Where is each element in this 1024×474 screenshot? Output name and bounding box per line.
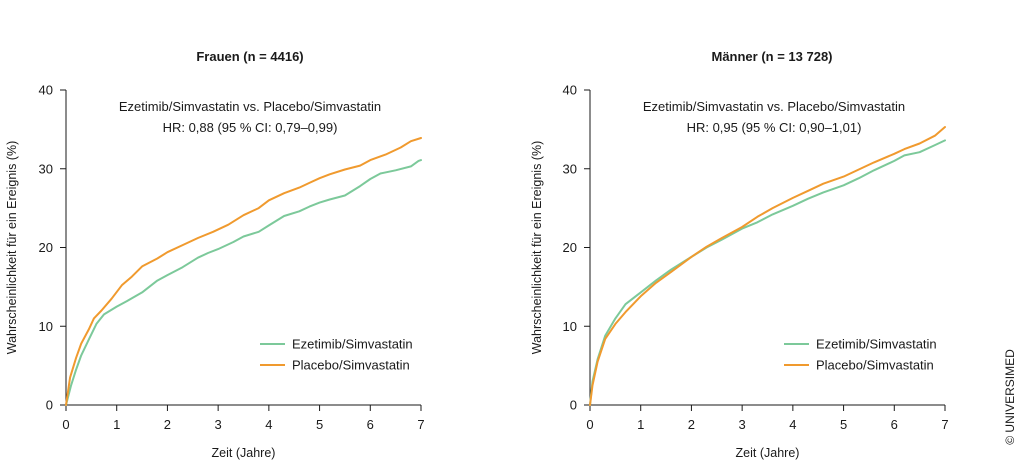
x-tick-label: 6 <box>891 417 898 432</box>
x-tick-label: 1 <box>637 417 644 432</box>
legend: Ezetimib/Simvastatin Placebo/Simvastatin <box>260 337 413 373</box>
y-axis-label: Wahrscheinlichkeit für ein Ereignis (%) <box>530 141 544 355</box>
chart-title: Männer (n = 13 728) <box>711 49 832 64</box>
y-tick-label: 40 <box>39 83 53 98</box>
legend: Ezetimib/Simvastatin Placebo/Simvastatin <box>784 337 937 373</box>
x-tick-label: 5 <box>316 417 323 432</box>
chart-title: Frauen (n = 4416) <box>196 49 303 64</box>
x-tick-label: 1 <box>113 417 120 432</box>
x-tick-label: 0 <box>62 417 69 432</box>
x-tick-label: 2 <box>688 417 695 432</box>
hazard-ratio-annotation: HR: 0,95 (95 % CI: 0,90–1,01) <box>687 120 862 135</box>
x-tick-label: 3 <box>739 417 746 432</box>
x-tick-label: 6 <box>367 417 374 432</box>
comparison-annotation: Ezetimib/Simvastatin vs. Placebo/Simvast… <box>643 99 905 114</box>
copyright-credit: © UNIVERSIMED <box>1003 349 1017 445</box>
x-tick-label: 7 <box>941 417 948 432</box>
comparison-annotation: Ezetimib/Simvastatin vs. Placebo/Simvast… <box>119 99 381 114</box>
y-tick-label: 40 <box>563 83 577 98</box>
x-tick-label: 7 <box>417 417 424 432</box>
y-tick-label: 10 <box>39 319 53 334</box>
hazard-ratio-annotation: HR: 0,88 (95 % CI: 0,79–0,99) <box>163 120 338 135</box>
legend-label: Placebo/Simvastatin <box>816 358 934 373</box>
chart-panel-1: Frauen (n = 4416) Ezetimib/Simvastatin vs… <box>5 49 425 460</box>
y-tick-label: 20 <box>39 240 53 255</box>
y-tick-label: 20 <box>563 240 577 255</box>
y-tick-label: 10 <box>563 319 577 334</box>
x-tick-label: 3 <box>215 417 222 432</box>
x-tick-label: 2 <box>164 417 171 432</box>
chart-panel-2: Männer (n = 13 728) Ezetimib/Simvastatin … <box>530 49 949 460</box>
x-axis-label: Zeit (Jahre) <box>736 446 800 460</box>
y-tick-label: 30 <box>39 161 53 176</box>
x-tick-label: 5 <box>840 417 847 432</box>
legend-label: Ezetimib/Simvastatin <box>816 337 937 352</box>
legend-label: Ezetimib/Simvastatin <box>292 337 413 352</box>
series-line-ezetimib-simvastatin <box>65 159 422 406</box>
x-axis-label: Zeit (Jahre) <box>212 446 276 460</box>
series-line-placebo-simvastatin <box>65 137 422 406</box>
y-tick-label: 30 <box>563 161 577 176</box>
y-axis-label: Wahrscheinlichkeit für ein Ereignis (%) <box>5 141 19 355</box>
series-line-placebo-simvastatin <box>589 126 946 406</box>
y-tick-label: 0 <box>46 398 53 413</box>
x-tick-label: 4 <box>789 417 796 432</box>
x-tick-label: 4 <box>265 417 272 432</box>
legend-label: Placebo/Simvastatin <box>292 358 410 373</box>
x-tick-label: 0 <box>586 417 593 432</box>
y-tick-label: 0 <box>570 398 577 413</box>
series-line-ezetimib-simvastatin <box>589 139 946 406</box>
